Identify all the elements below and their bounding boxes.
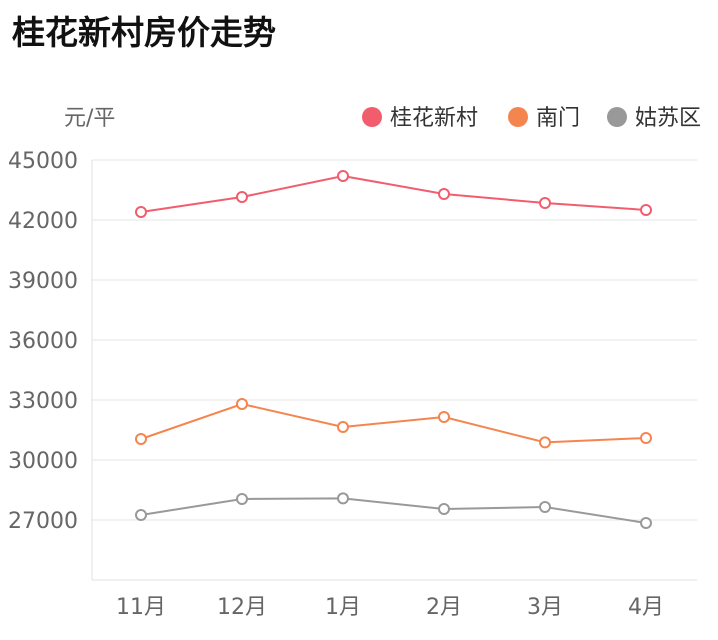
series-line xyxy=(140,174,647,213)
legend-marker xyxy=(508,107,528,127)
y-tick-label: 45000 xyxy=(8,149,78,174)
data-point xyxy=(539,197,551,209)
y-tick-label: 39000 xyxy=(8,269,78,294)
legend-item[interactable]: 南门 xyxy=(508,106,580,131)
grid-lines xyxy=(92,159,697,521)
y-tick-label: 30000 xyxy=(8,449,78,474)
y-tick-label: 33000 xyxy=(8,389,78,414)
axes xyxy=(91,160,697,581)
legend-marker xyxy=(607,107,627,127)
legend-label: 姑苏区 xyxy=(635,106,701,131)
x-tick-label: 12月 xyxy=(217,595,267,620)
series-group xyxy=(135,170,652,529)
y-axis-label: 元/平 xyxy=(64,106,115,131)
legend-label: 南门 xyxy=(536,106,580,131)
series-3 xyxy=(135,492,652,529)
x-tick-label: 2月 xyxy=(426,595,462,620)
y-axis-ticks: 27000 30000 33000 36000 39000 42000 45000 xyxy=(8,149,78,534)
legend-marker xyxy=(362,107,382,127)
x-tick-label: 3月 xyxy=(527,595,563,620)
data-point xyxy=(438,503,450,515)
legend-item[interactable]: 桂花新村 xyxy=(362,106,478,131)
legend-item[interactable]: 姑苏区 xyxy=(607,106,701,131)
data-point xyxy=(640,517,652,529)
data-point xyxy=(337,170,349,182)
data-point xyxy=(438,188,450,200)
y-tick-label: 27000 xyxy=(8,509,78,534)
data-point xyxy=(438,411,450,423)
page-title: 桂花新村房价走势 xyxy=(12,13,276,52)
data-point xyxy=(337,421,349,433)
legend[interactable]: 桂花新村 南门 姑苏区 xyxy=(362,106,701,131)
y-tick-label: 36000 xyxy=(8,329,78,354)
data-point xyxy=(236,493,248,505)
series-line xyxy=(140,497,647,524)
data-point xyxy=(337,492,349,505)
data-point xyxy=(135,206,147,218)
x-tick-label: 11月 xyxy=(116,595,166,620)
x-tick-label: 4月 xyxy=(628,595,664,620)
data-point xyxy=(135,433,147,445)
data-point xyxy=(640,204,652,216)
series-2 xyxy=(135,398,652,449)
series-line xyxy=(140,402,647,444)
data-point xyxy=(539,436,551,449)
data-point xyxy=(640,432,652,444)
data-point xyxy=(539,501,551,513)
legend-label: 桂花新村 xyxy=(390,106,478,131)
data-point xyxy=(236,398,248,410)
y-tick-label: 42000 xyxy=(8,209,78,234)
x-axis-ticks: 11月 12月 1月 2月 3月 4月 xyxy=(116,595,664,620)
x-tick-label: 1月 xyxy=(325,595,361,620)
series-1 xyxy=(135,170,652,218)
data-point xyxy=(135,509,147,521)
data-point xyxy=(236,191,248,203)
